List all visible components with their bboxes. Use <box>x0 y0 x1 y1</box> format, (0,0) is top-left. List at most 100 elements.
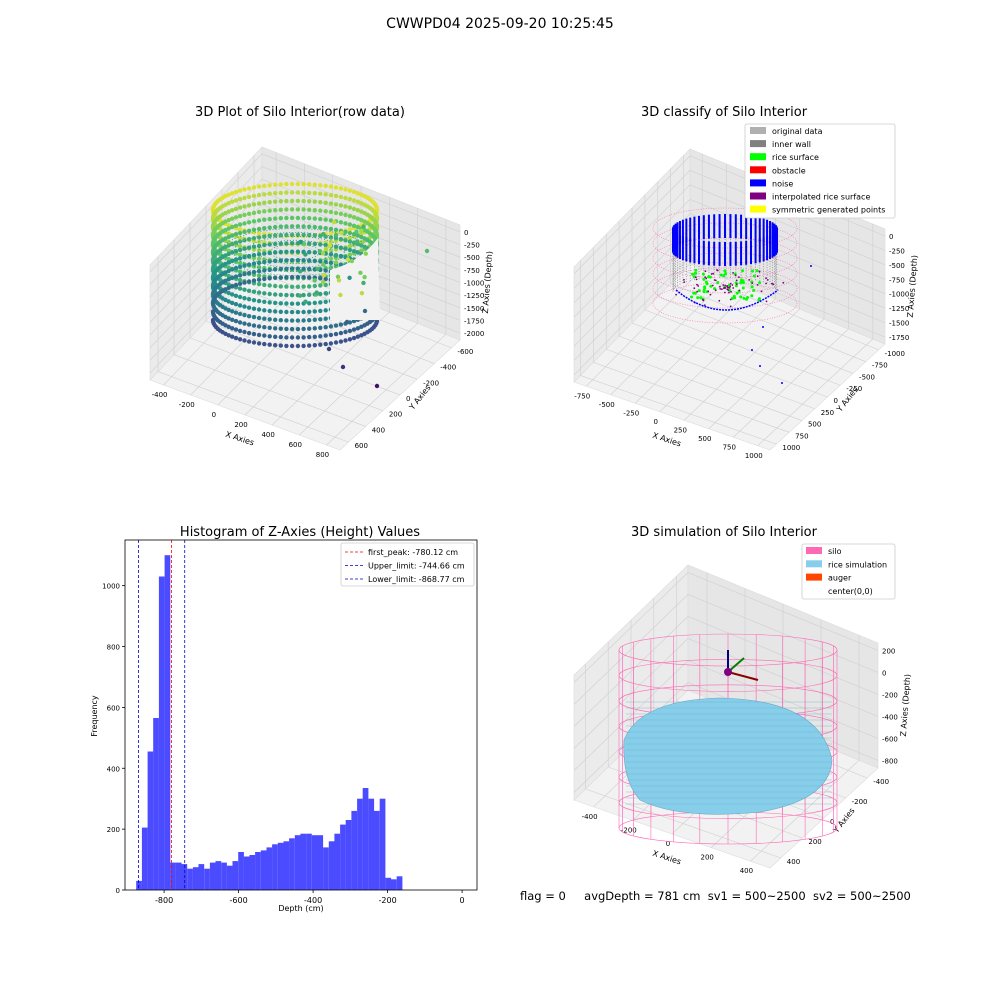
x-tick-label: 750 <box>723 443 736 451</box>
x-tick-label: -500 <box>599 401 615 409</box>
raw-point <box>251 314 257 320</box>
raw-point <box>256 277 262 282</box>
rice-surface-point <box>694 268 698 272</box>
rice-surface-point <box>719 273 723 277</box>
z-gridline <box>573 213 886 332</box>
raw-point <box>315 266 320 272</box>
raw-point <box>246 186 252 191</box>
raw-point <box>262 200 267 205</box>
raw-point <box>363 251 368 256</box>
raw-point <box>289 224 295 229</box>
raw-point <box>289 284 295 289</box>
raw-point <box>284 215 289 221</box>
raw-point <box>284 318 289 323</box>
interpolated-point <box>693 287 696 290</box>
histogram-bar <box>368 798 375 890</box>
histogram-bar <box>289 838 295 890</box>
raw-point <box>284 335 289 340</box>
raw-point <box>338 330 344 336</box>
raw-point <box>242 312 247 318</box>
raw-point <box>289 293 295 298</box>
y-gridline <box>670 283 866 362</box>
raw-point <box>318 225 323 230</box>
raw-point <box>343 238 348 243</box>
raw-point <box>301 326 306 332</box>
histogram-bar <box>255 852 261 890</box>
raw-point <box>284 275 289 280</box>
raw-point <box>328 252 334 257</box>
raw-point <box>242 280 247 285</box>
raw-point <box>226 243 231 248</box>
raw-point <box>351 198 357 203</box>
raw-point <box>295 335 301 340</box>
raw-point <box>237 188 243 193</box>
raw-point <box>278 284 283 289</box>
rice-surface-point <box>745 297 748 301</box>
raw-point <box>312 208 317 213</box>
z-tick-label: -800 <box>882 758 898 766</box>
raw-point <box>295 215 301 221</box>
interpolated-point <box>718 299 721 302</box>
interpolated-point <box>704 270 707 273</box>
interpolated-point <box>722 284 725 286</box>
raw-point <box>237 281 243 286</box>
raw-point <box>328 239 334 244</box>
raw-point <box>251 244 257 249</box>
raw-point <box>318 300 323 305</box>
z-tick-label: -750 <box>889 276 905 284</box>
raw-point <box>256 235 262 240</box>
histogram-bar <box>243 856 250 890</box>
legend-swatch <box>750 205 766 213</box>
raw-point <box>289 335 295 340</box>
interpolated-point <box>675 293 677 296</box>
raw-point <box>289 181 295 187</box>
raw-point <box>226 201 231 206</box>
raw-point <box>256 184 262 189</box>
histogram-bar <box>306 833 312 890</box>
x-tick-label: -400 <box>152 391 168 399</box>
raw-point <box>246 314 252 319</box>
rice-surface-point <box>701 272 705 276</box>
raw-point <box>251 340 257 345</box>
interpolated-point <box>721 288 723 291</box>
raw-point <box>318 283 323 288</box>
raw-point <box>338 203 344 208</box>
histogram-bar <box>317 835 324 890</box>
histogram-bar <box>311 835 318 890</box>
raw-point <box>307 266 312 272</box>
auger-axis-x <box>727 671 759 681</box>
raw-point <box>230 334 235 339</box>
histogram-bar <box>379 798 386 890</box>
raw-point <box>273 300 278 306</box>
rice-surface-point <box>699 296 703 300</box>
raw-point <box>278 301 283 306</box>
raw-point <box>251 306 257 311</box>
rice-surface-point <box>750 285 754 289</box>
raw-point <box>347 205 353 210</box>
raw-point <box>295 284 301 289</box>
legend-label: rice simulation <box>828 560 887 569</box>
raw-point <box>267 191 272 196</box>
raw-point <box>323 183 328 189</box>
raw-point <box>237 252 243 257</box>
raw-point <box>361 280 366 286</box>
histogram-bar <box>357 798 363 890</box>
raw-point <box>246 228 252 233</box>
subplot-title: Histogram of Z-Axies (Height) Values <box>180 525 420 540</box>
raw-point <box>347 213 353 219</box>
raw-point <box>233 215 239 220</box>
raw-point <box>230 300 235 306</box>
raw-point <box>273 258 278 264</box>
raw-point <box>251 210 257 216</box>
y-tick-label: -500 <box>859 373 875 381</box>
interpolated-point <box>709 293 712 296</box>
raw-point <box>251 236 257 241</box>
noise-outlier <box>762 326 764 328</box>
raw-point <box>237 205 243 210</box>
raw-point <box>262 192 267 197</box>
raw-point <box>237 244 243 249</box>
y-gridline <box>606 348 803 421</box>
raw-point <box>233 249 239 254</box>
raw-point <box>273 292 278 297</box>
raw-point <box>349 258 355 264</box>
